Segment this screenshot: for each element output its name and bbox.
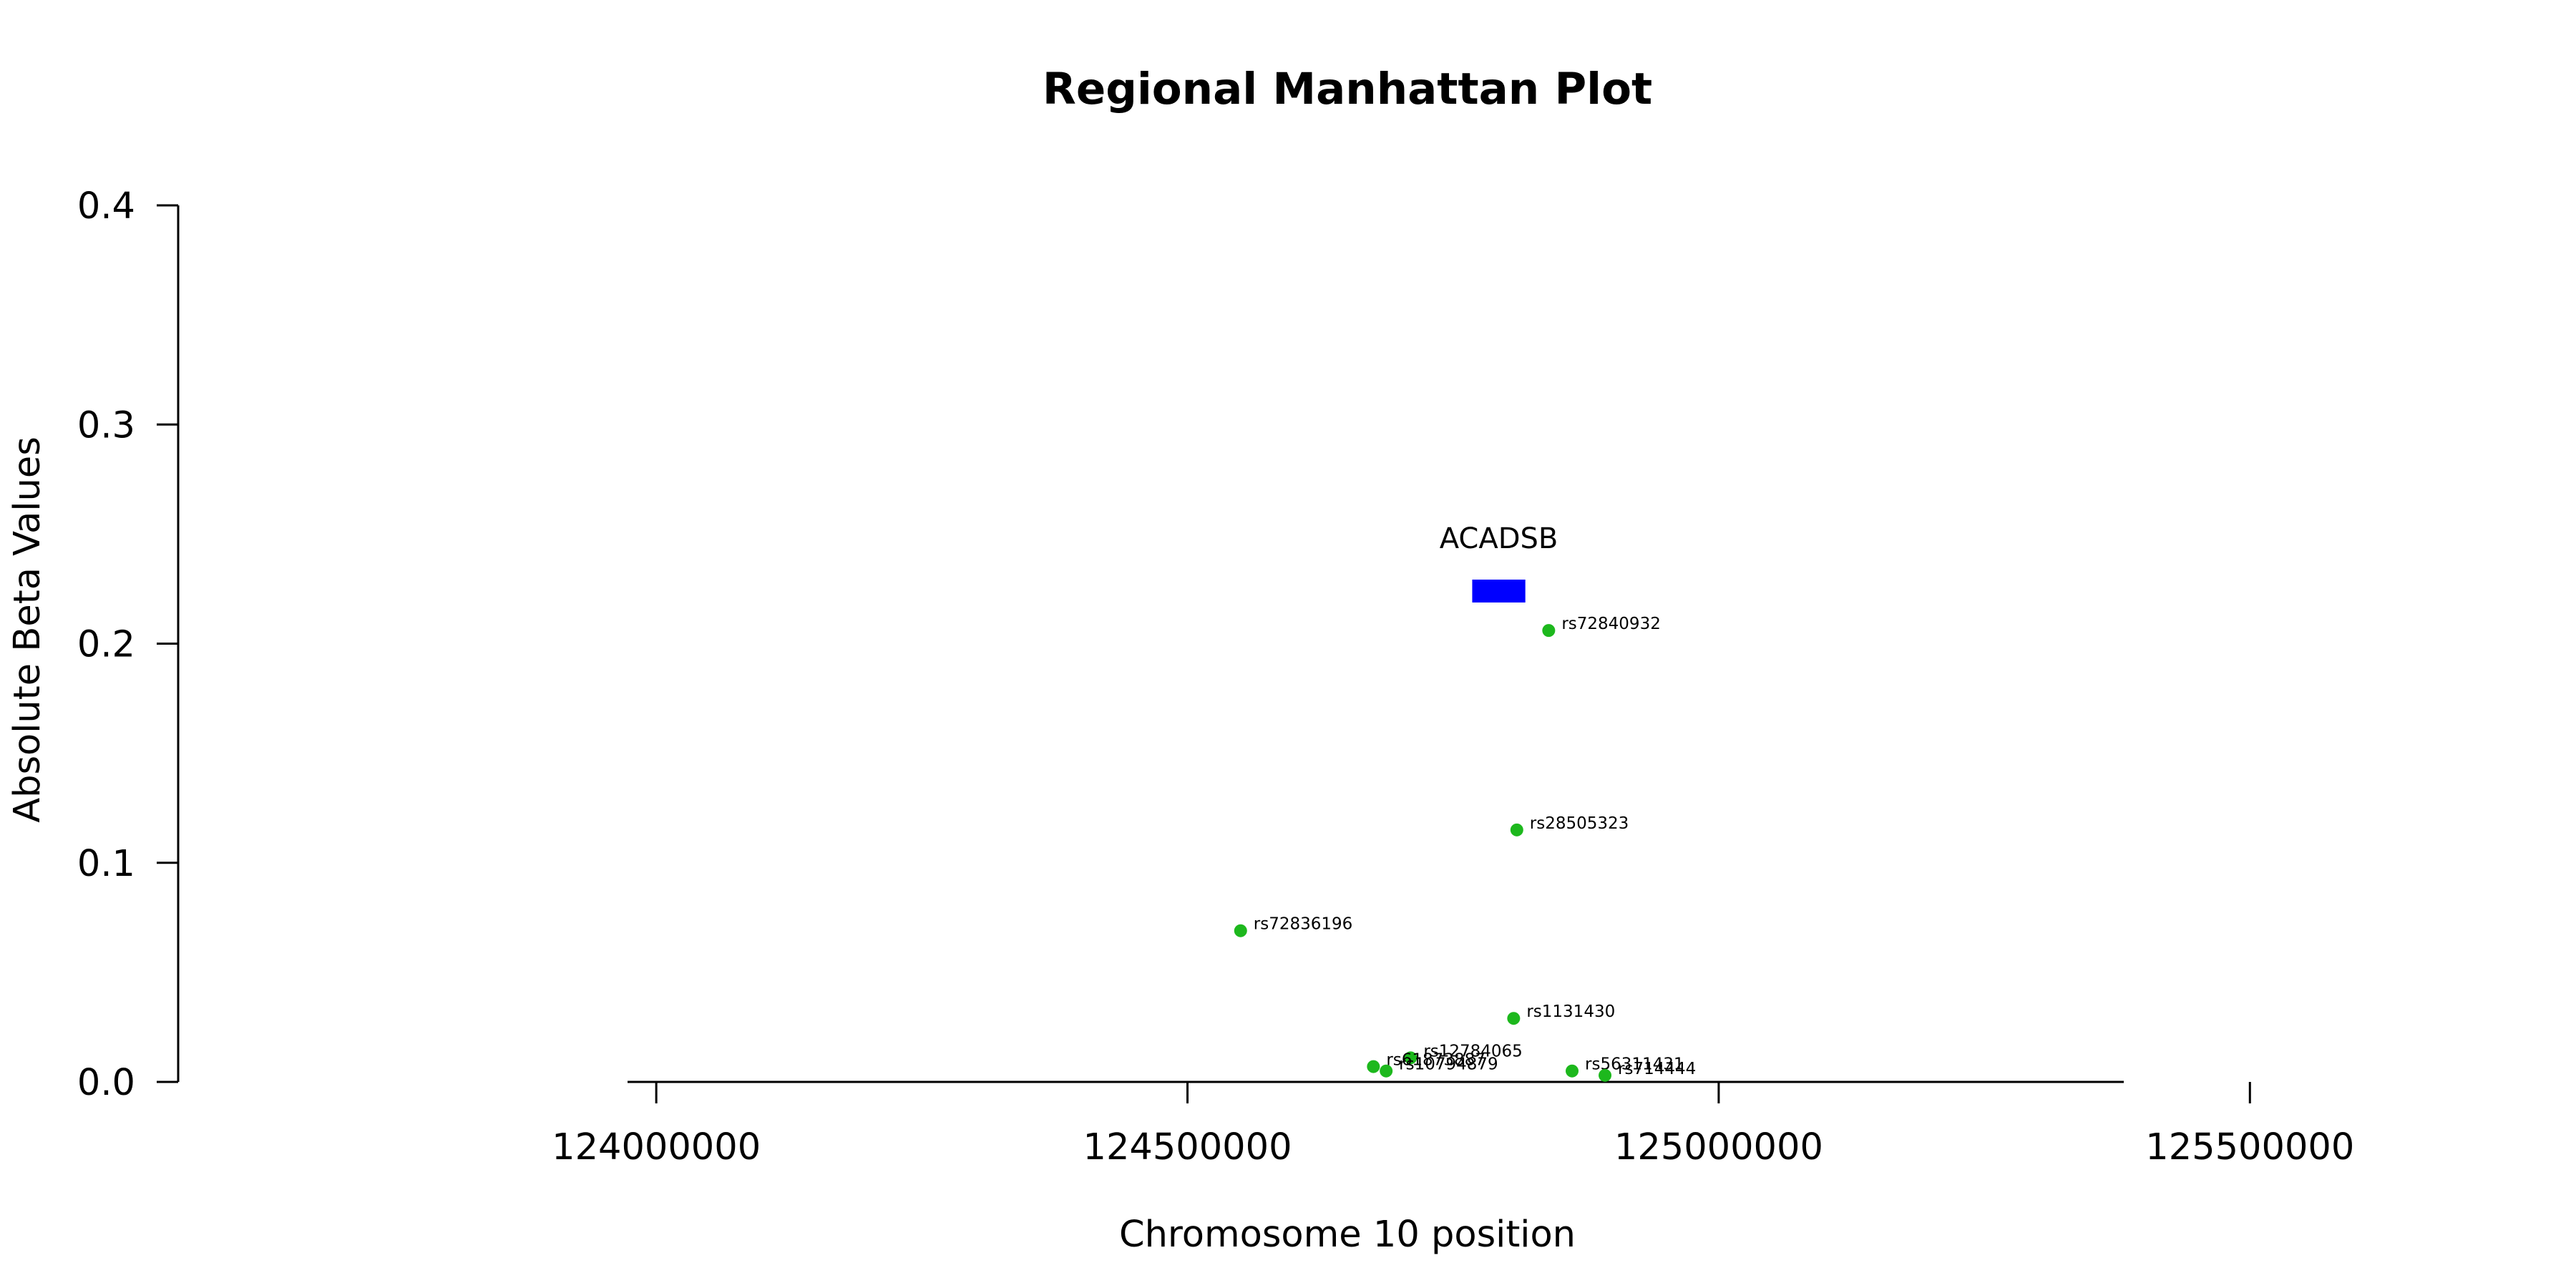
snp-point [1380, 1064, 1393, 1078]
y-tick-label: 0.4 [77, 185, 135, 228]
y-axis-ticks: 0.0 0.1 0.2 0.3 0.4 [77, 185, 178, 1104]
gene-label: ACADSB [1440, 522, 1558, 555]
snp-label: rs1131430 [1526, 1002, 1615, 1021]
y-tick-label: 0.2 [77, 624, 135, 666]
snp-point [1404, 1051, 1418, 1065]
snp-point [1234, 924, 1247, 937]
chart-title: Regional Manhattan Plot [1043, 64, 1652, 114]
snp-point [1510, 823, 1523, 836]
x-tick-label: 124500000 [1083, 1126, 1292, 1169]
y-axis-label: Absolute Beta Values [6, 436, 49, 823]
x-tick-label: 125500000 [2145, 1126, 2354, 1169]
snp-label: rs72840932 [1561, 615, 1661, 633]
snp-point [1566, 1064, 1579, 1078]
snp-point [1599, 1068, 1612, 1082]
snp-points: rs72840932 rs28505323 rs72836196 rs1131430 r… [1234, 615, 1696, 1082]
snp-label: rs28505323 [1530, 814, 1629, 833]
x-axis-ticks: 124000000 124500000 125000000 125500000 [552, 1082, 2354, 1169]
y-tick-label: 0.3 [77, 404, 135, 447]
y-tick-label: 0.1 [77, 843, 135, 885]
snp-label: rs12784065 [1423, 1042, 1523, 1060]
snp-point [1507, 1012, 1521, 1025]
gene-track: ACADSB [1440, 522, 1558, 602]
snp-point [1542, 624, 1556, 638]
snp-point [1367, 1060, 1380, 1073]
x-tick-label: 124000000 [552, 1126, 761, 1169]
y-tick-label: 0.0 [77, 1062, 135, 1104]
gene-box [1472, 580, 1526, 602]
snp-label: rs714444 [1618, 1060, 1696, 1078]
x-tick-label: 125000000 [1614, 1126, 1823, 1169]
x-axis-label: Chromosome 10 position [1119, 1214, 1576, 1256]
snp-label: rs61873887 [1386, 1051, 1485, 1070]
snp-label: rs10794879 [1399, 1055, 1498, 1074]
snp-label: rs72836196 [1254, 915, 1353, 934]
